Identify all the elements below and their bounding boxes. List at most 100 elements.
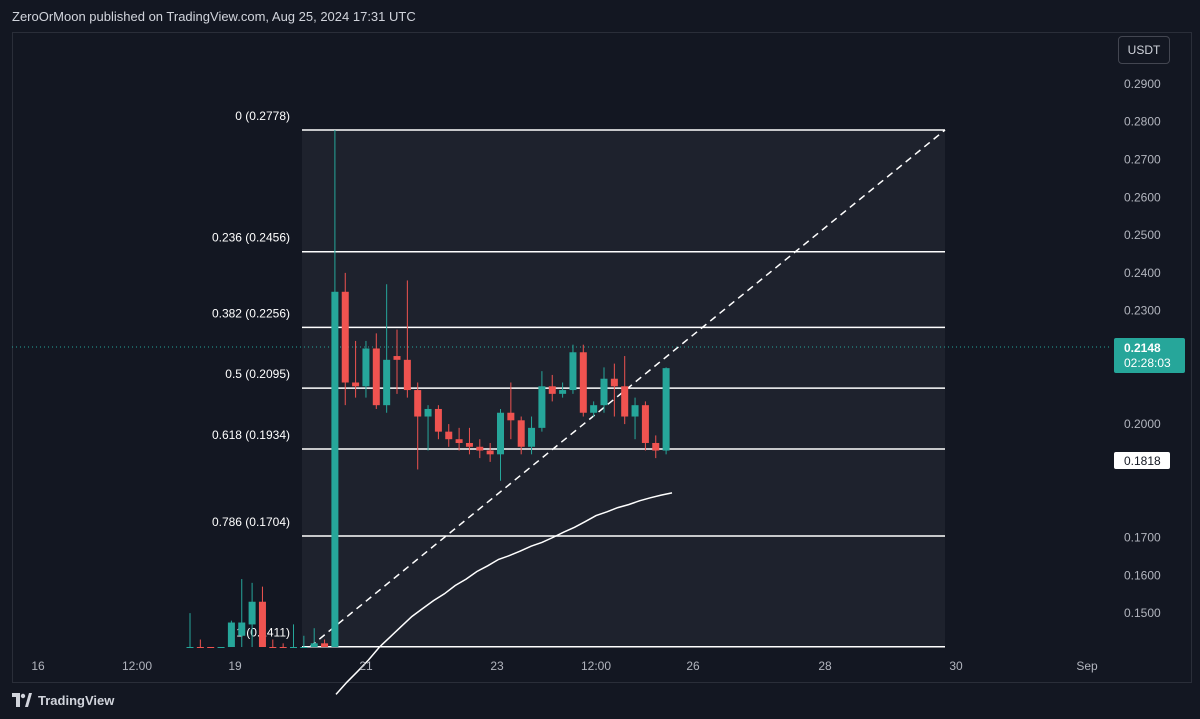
current-price-badge (1114, 338, 1185, 373)
candle-body (610, 378, 618, 387)
candle[interactable] (352, 340, 360, 398)
fib-level-label: 0.236 (0.2456) (212, 231, 290, 245)
price-tick: 0.1500 (1124, 606, 1161, 620)
candle[interactable] (393, 329, 401, 394)
candle[interactable] (238, 579, 246, 647)
candle-body (569, 352, 577, 391)
candle[interactable] (590, 401, 598, 417)
time-tick: 19 (228, 659, 242, 673)
candle[interactable] (579, 344, 587, 417)
candle[interactable] (548, 374, 556, 402)
candle[interactable] (269, 639, 277, 648)
fib-levels (302, 129, 945, 648)
candle[interactable] (403, 280, 411, 398)
candle-body (465, 442, 473, 447)
candle-body (621, 386, 629, 417)
currency-selector[interactable]: USDT (1118, 36, 1170, 64)
candle[interactable] (486, 442, 494, 462)
candle-body (383, 359, 391, 406)
candle-body (486, 450, 494, 455)
price-tick: 0.2400 (1124, 266, 1161, 280)
fib-level-label: 0.5 (0.2095) (225, 367, 290, 381)
candle-body (414, 390, 422, 417)
candle[interactable] (424, 405, 432, 451)
candle-body (424, 408, 432, 417)
time-axis: 16 12:00 19 21 23 12:00 26 28 30 Sep (31, 659, 1098, 673)
candle[interactable] (217, 647, 225, 648)
candle[interactable] (569, 344, 577, 394)
candle[interactable] (258, 586, 266, 647)
candle-body (434, 408, 442, 432)
candle-body (403, 359, 411, 391)
candle[interactable] (631, 397, 639, 440)
candle[interactable] (641, 401, 649, 451)
candle[interactable] (383, 284, 391, 413)
candle[interactable] (321, 639, 329, 647)
candle[interactable] (310, 628, 318, 647)
candle[interactable] (186, 613, 194, 648)
fib-level-label: 0.618 (0.1934) (212, 428, 290, 442)
price-tick: 0.2300 (1124, 304, 1161, 318)
candle[interactable] (372, 333, 380, 409)
candle-body (455, 439, 463, 443)
fib-level-label: 0.786 (0.1704) (212, 515, 290, 529)
candle-body (476, 446, 484, 451)
candle[interactable] (341, 272, 349, 406)
candle[interactable] (414, 382, 422, 470)
price-tick: 0.2600 (1124, 190, 1161, 204)
price-tick: 0.2900 (1124, 77, 1161, 91)
candle[interactable] (248, 582, 256, 647)
candle-body (372, 348, 380, 406)
candle[interactable] (517, 416, 525, 455)
candle-body (641, 405, 649, 443)
candle-body (528, 427, 536, 447)
candle[interactable] (497, 408, 504, 481)
candle[interactable] (662, 367, 670, 455)
publish-info: ZeroOrMoon published on TradingView.com,… (12, 9, 416, 24)
candle-body (248, 601, 256, 625)
candle[interactable] (455, 427, 463, 451)
candle[interactable] (652, 435, 660, 459)
candle[interactable] (300, 635, 308, 648)
candle-body (300, 647, 308, 648)
time-tick: 26 (686, 659, 700, 673)
candle[interactable] (559, 382, 567, 398)
candle-body (631, 405, 639, 417)
time-tick: 30 (949, 659, 963, 673)
candle[interactable] (610, 363, 618, 417)
candle[interactable] (207, 647, 215, 648)
candle[interactable] (362, 340, 370, 398)
countdown-label: 02:28:03 (1124, 356, 1171, 370)
candle[interactable] (331, 130, 339, 647)
candle-body (393, 356, 401, 360)
time-tick: Sep (1076, 659, 1098, 673)
candle[interactable] (621, 356, 629, 425)
candle[interactable] (476, 439, 484, 459)
candle[interactable] (600, 367, 608, 413)
candle[interactable] (279, 643, 287, 648)
candle-body (590, 405, 598, 413)
candle[interactable] (465, 427, 473, 455)
candle-body (186, 647, 194, 648)
candle-body (507, 412, 515, 421)
candle[interactable] (528, 416, 536, 455)
candle-body (362, 348, 370, 387)
time-tick: 12:00 (122, 659, 152, 673)
tradingview-logo-icon (12, 693, 32, 707)
ma-value-badge (1114, 452, 1170, 469)
candle-body (290, 647, 297, 648)
candle[interactable] (538, 371, 546, 432)
candle[interactable] (196, 639, 204, 648)
candle[interactable] (445, 424, 453, 447)
candle[interactable] (507, 382, 515, 440)
ma-value-label: 0.1818 (1124, 454, 1161, 468)
candle[interactable] (434, 405, 442, 440)
candle[interactable] (290, 624, 297, 648)
time-tick: 21 (359, 659, 373, 673)
chart-frame[interactable] (12, 32, 1192, 683)
candle-body (559, 390, 567, 394)
price-tick: 0.2500 (1124, 228, 1161, 242)
price-tick: 0.1600 (1124, 568, 1161, 582)
candle[interactable] (227, 620, 235, 647)
